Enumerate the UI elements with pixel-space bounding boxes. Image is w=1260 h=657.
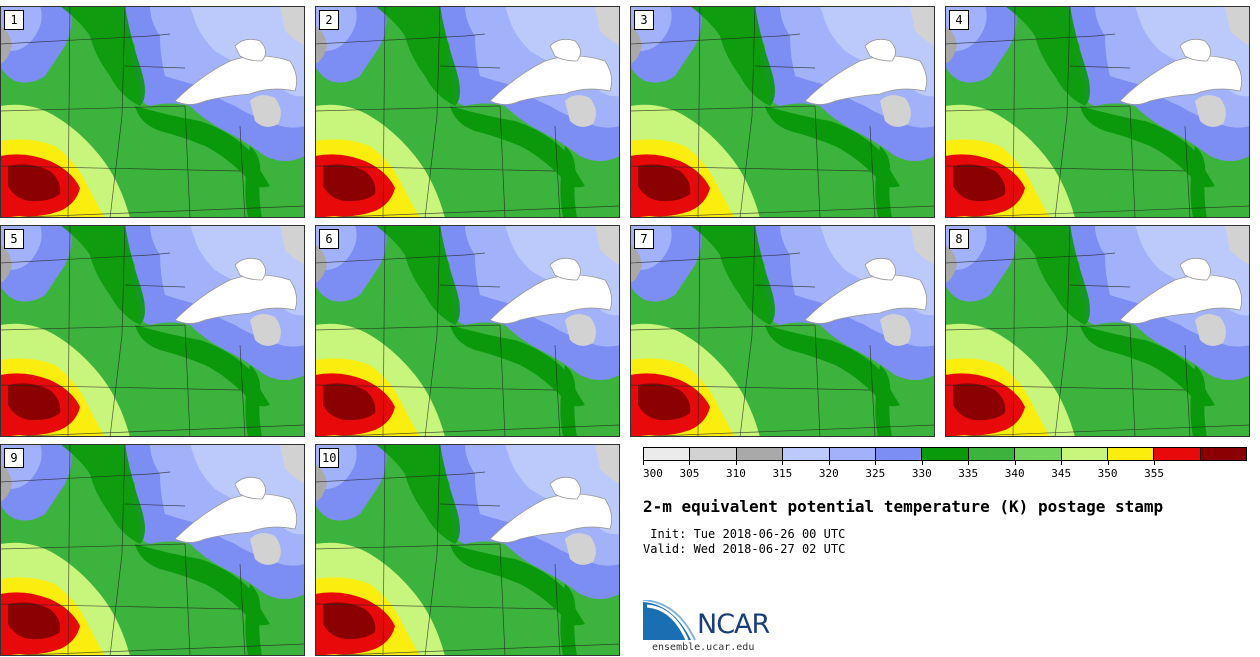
member-number: 10 [319,448,340,468]
ncar-logo-icon [643,600,696,641]
member-number: 8 [949,229,969,249]
colorbar-label: 335 [958,467,979,480]
colorbar-label: 310 [725,467,746,480]
colorbar-tick [1107,461,1109,465]
member-number: 5 [4,229,24,249]
colorbar-label: 320 [818,467,839,480]
colorbar-label: 355 [1144,467,1164,480]
colorbar-segment [922,448,969,460]
colorbar-label: 305 [679,467,700,480]
colorbar-segment [1107,448,1155,460]
member-panel: 4 [945,6,1250,218]
colorbar-segment [829,448,876,460]
colorbar-label: 340 [1004,467,1025,480]
colorbar-segment [736,448,784,460]
colorbar-tick [782,461,784,465]
colorbar-label: 345 [1051,467,1072,480]
init-time: Init: Tue 2018-06-26 00 UTC [643,527,846,541]
colorbar-segment [1200,448,1247,460]
member-panel: 2 [315,6,620,218]
colorbar-label: 325 [865,467,886,480]
colorbar-segment [783,448,830,460]
member-panel: 1 [0,6,305,218]
colorbar-tick [643,461,644,465]
member-panel: 7 [630,225,935,437]
member-map [945,6,1250,218]
member-map [0,6,305,218]
member-panel: 8 [945,225,1250,437]
colorbar-tick [1061,461,1063,465]
member-number: 4 [949,10,969,30]
colorbar-tick [689,461,691,465]
member-number: 7 [634,229,654,249]
member-number: 9 [4,448,24,468]
plot-title: 2-m equivalent potential temperature (K)… [643,497,1164,516]
member-number: 1 [4,10,24,30]
colorbar-label: 350 [1097,467,1118,480]
member-panel: 9 [0,444,305,656]
colorbar-segment [644,448,691,460]
ncar-logo-text: NCAR [697,609,770,640]
member-map [630,6,935,218]
member-map [315,6,620,218]
member-panel: 6 [315,225,620,437]
colorbar-tick [921,461,923,465]
member-panel: 5 [0,225,305,437]
member-number: 6 [319,229,339,249]
colorbar-tick [735,461,737,465]
colorbar-label: 315 [772,467,793,480]
member-number: 2 [319,10,339,30]
member-map [630,225,935,437]
colorbar-segment [1015,448,1062,460]
colorbar-tick [1154,461,1156,465]
colorbar-label: 300 [643,467,663,480]
colorbar-tick [968,461,970,465]
member-map [315,444,620,656]
valid-time: Valid: Wed 2018-06-27 02 UTC [643,542,846,556]
colorbar-segment [875,448,923,460]
colorbar-label: 330 [911,467,932,480]
member-panel: 10 [315,444,620,656]
colorbar-ticks [643,461,1247,466]
colorbar-segment [1061,448,1108,460]
colorbar-tick [1014,461,1016,465]
colorbar-segment [690,448,737,460]
colorbar [643,447,1247,461]
colorbar-labels: 300 305 310 315 320 325 330 335 340 345 350 355 [643,467,1247,483]
site-url: ensemble.ucar.edu [652,642,755,653]
colorbar-segment [968,448,1016,460]
member-map [0,444,305,656]
member-number: 3 [634,10,654,30]
member-panel: 3 [630,6,935,218]
colorbar-tick [828,461,830,465]
member-map [0,225,305,437]
colorbar-tick [875,461,877,465]
member-map [945,225,1250,437]
colorbar-segment [1154,448,1201,460]
member-map [315,225,620,437]
